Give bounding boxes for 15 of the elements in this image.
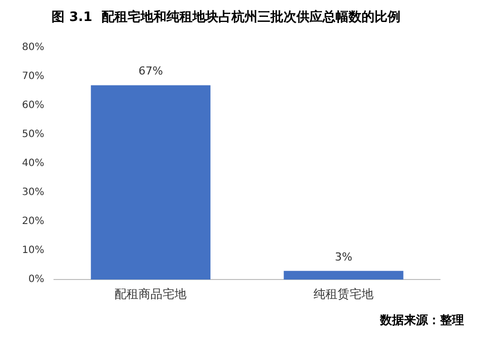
data-label: 3% bbox=[334, 250, 352, 264]
y-tick-label: 70% bbox=[22, 71, 44, 82]
y-tick-label: 10% bbox=[22, 245, 44, 256]
y-tick-label: 40% bbox=[22, 158, 44, 170]
y-tick-label: 0% bbox=[28, 274, 44, 286]
x-tick-label: 纯租赁宅地 bbox=[314, 286, 374, 301]
source-note: 数据来源：整理 bbox=[378, 312, 465, 329]
data-label: 67% bbox=[138, 64, 163, 78]
y-tick-label: 80% bbox=[22, 42, 44, 54]
y-tick-label: 50% bbox=[22, 129, 44, 140]
x-tick-label: 配租商品宅地 bbox=[114, 286, 187, 301]
y-tick-label: 60% bbox=[22, 100, 44, 112]
chart-title: 图 3.1 配租宅地和纯租地块占杭州三批次供应总幅数的比例 bbox=[52, 9, 400, 26]
y-tick-label: 20% bbox=[22, 216, 44, 228]
y-tick-label: 30% bbox=[22, 187, 44, 198]
